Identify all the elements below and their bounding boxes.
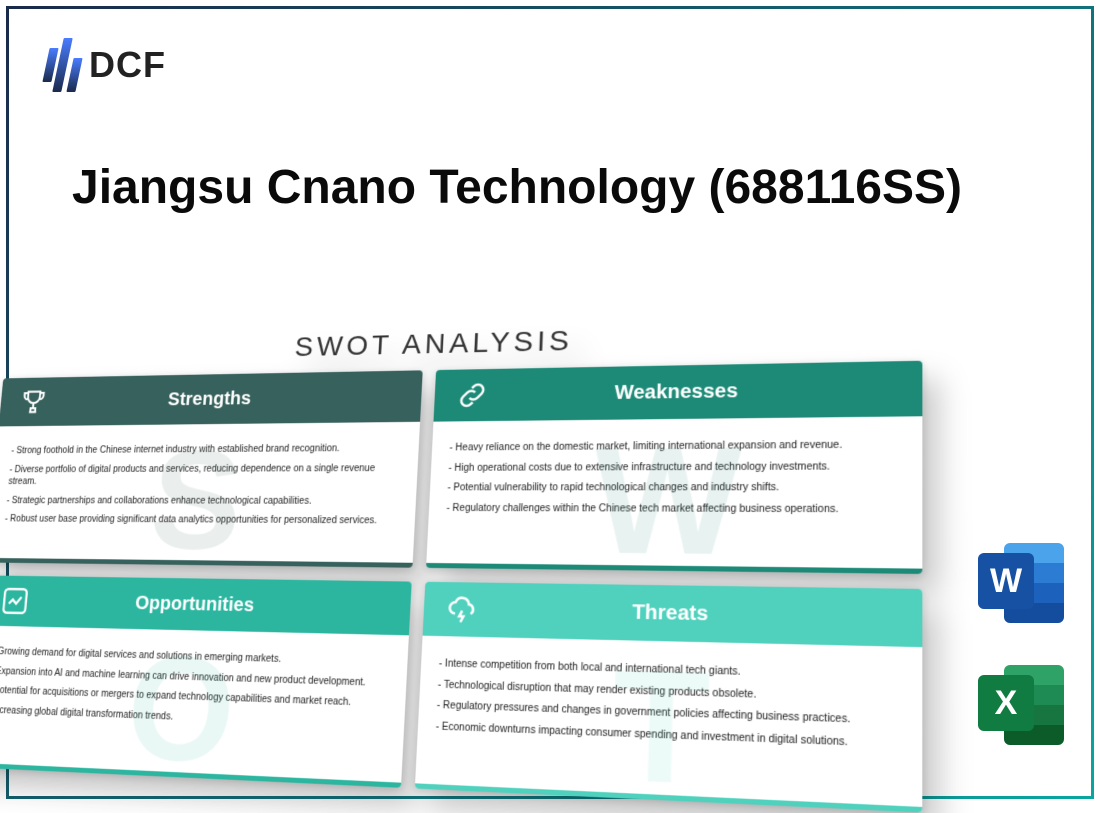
swot-card-threats: Threats T - Intense competition from bot… — [415, 582, 922, 813]
weaknesses-item: - Heavy reliance on the domestic market,… — [449, 438, 902, 455]
strengths-item: - Strategic partnerships and collaborati… — [6, 494, 399, 507]
weaknesses-item: - Potential vulnerability to rapid techn… — [447, 481, 902, 495]
weaknesses-label: Weaknesses — [506, 377, 898, 406]
weaknesses-item: - High operational costs due to extensiv… — [448, 459, 902, 474]
chart-icon — [0, 585, 31, 617]
opportunities-label: Opportunities — [44, 591, 389, 620]
swot-card-opportunities: Opportunities O - Growing demand for dig… — [0, 575, 412, 787]
swot-card-weaknesses: Weaknesses W - Heavy reliance on the dom… — [426, 361, 922, 574]
brand-logo: DCF — [46, 38, 166, 92]
strengths-item: - Strong foothold in the Chinese interne… — [11, 442, 402, 457]
strengths-item: - Robust user base providing significant… — [4, 513, 398, 528]
weaknesses-item: - Regulatory challenges within the Chine… — [446, 502, 902, 517]
cloud-bolt-icon — [445, 592, 480, 627]
strengths-watermark: S — [145, 419, 247, 568]
swot-card-strengths: Strengths S - Strong foothold in the Chi… — [0, 370, 423, 567]
brand-name: DCF — [89, 44, 166, 86]
swot-analysis: SWOT ANALYSIS Strengths S - Strong footh… — [0, 316, 922, 813]
threats-label: Threats — [497, 598, 898, 629]
excel-icon[interactable]: X — [978, 665, 1064, 745]
excel-letter: X — [978, 675, 1034, 731]
swot-grid: Strengths S - Strong foothold in the Chi… — [0, 361, 922, 813]
word-icon[interactable]: W — [978, 543, 1064, 623]
link-icon — [455, 379, 489, 412]
logo-bars-icon — [46, 38, 79, 92]
page-title: Jiangsu Cnano Technology (688116SS) — [72, 160, 962, 215]
app-icons: W X — [978, 543, 1064, 745]
strengths-label: Strengths — [62, 385, 401, 411]
trophy-icon — [18, 386, 49, 417]
word-letter: W — [978, 553, 1034, 609]
strengths-item: - Diverse portfolio of digital products … — [8, 462, 401, 488]
